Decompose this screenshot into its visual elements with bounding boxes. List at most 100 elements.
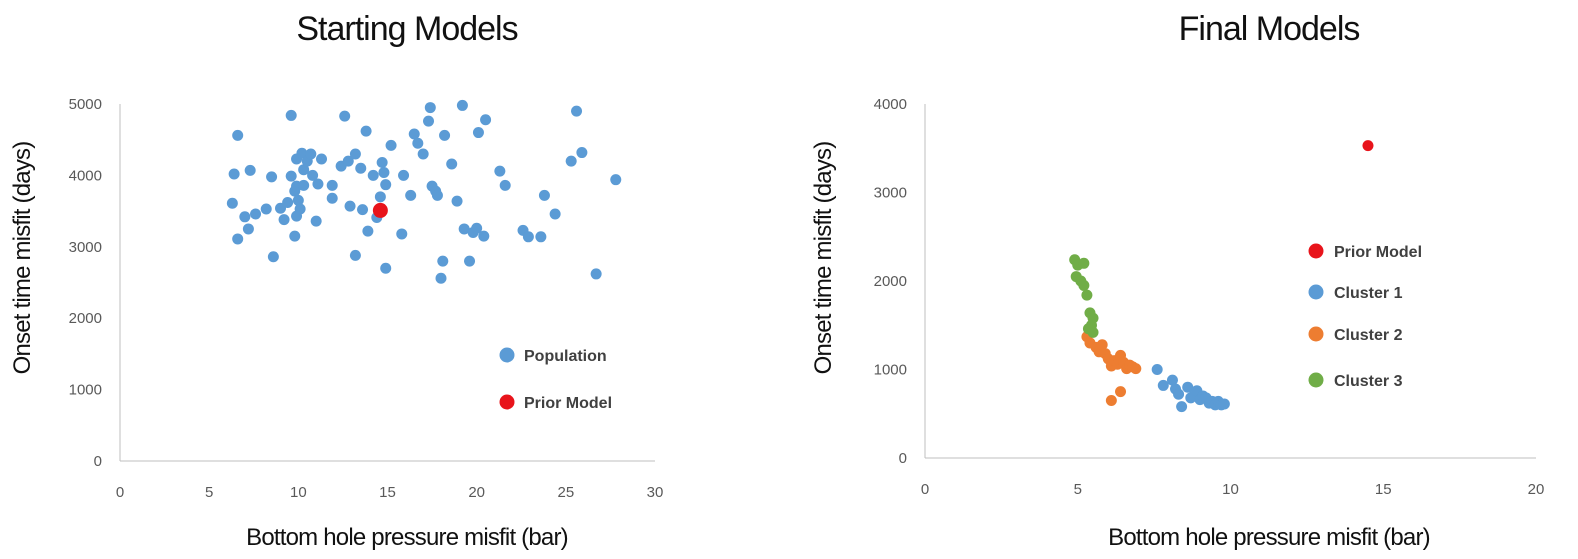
point-population (267, 251, 279, 263)
point-population (232, 233, 244, 245)
point-population (260, 203, 272, 215)
point-population (431, 189, 443, 201)
point-population (242, 223, 254, 235)
point-population (590, 268, 602, 280)
y-tick-labels: 0 1000 2000 3000 4000 5000 (69, 96, 102, 470)
point-population (380, 262, 392, 274)
point-population (471, 222, 483, 234)
point-population (423, 115, 435, 127)
legend-label-population: Population (524, 348, 607, 365)
point-population (296, 147, 308, 159)
point-population (610, 174, 622, 186)
point-population (289, 230, 301, 242)
point-population (378, 167, 390, 179)
point-population (451, 195, 463, 207)
final-models-panel: Final Models 0 1000 2000 3000 4000 0 5 10 15 20 … (789, 0, 1578, 559)
x-tick-label: 20 (1528, 481, 1545, 498)
chart-title: Final Models (1179, 10, 1360, 48)
point-population (226, 197, 238, 209)
point-population (396, 228, 408, 240)
point-population (326, 192, 338, 204)
y-tick-label: 0 (94, 453, 102, 470)
x-tick-label: 0 (116, 484, 124, 501)
point-population (349, 148, 361, 160)
point-population (310, 215, 322, 227)
point-population (439, 129, 451, 141)
x-tick-label: 10 (290, 484, 307, 501)
point-population (480, 114, 492, 126)
starting-models-chart: Starting Models 0 1000 2000 3000 4000 5000 0 5… (9, 10, 664, 551)
y-tick-label: 4000 (69, 167, 102, 184)
point-population (239, 211, 251, 223)
y-tick-label: 0 (899, 450, 907, 467)
point-population (292, 194, 304, 206)
legend-marker-cluster-2 (1308, 326, 1324, 342)
data-points (1069, 140, 1374, 413)
legend-label-cluster-3: Cluster 3 (1334, 373, 1403, 390)
point-population (367, 169, 379, 181)
point-population (380, 179, 392, 191)
legend-label-cluster-2: Cluster 2 (1334, 327, 1403, 344)
point-population (494, 165, 506, 177)
point-population (285, 170, 297, 182)
point-population (571, 105, 583, 117)
point-population (305, 148, 317, 160)
x-tick-labels: 0 5 10 15 20 25 30 (116, 484, 664, 501)
point-population (316, 153, 328, 165)
x-tick-label: 15 (379, 484, 396, 501)
point-population (282, 197, 294, 209)
point-population (298, 179, 310, 191)
y-axis-label: Onset time misfit (days) (9, 142, 36, 375)
point-population (446, 158, 458, 170)
point-population (307, 169, 319, 181)
point-population (522, 231, 534, 243)
y-tick-label: 1000 (874, 362, 907, 379)
point-prior-model (1362, 140, 1374, 152)
point-cluster-1 (1218, 398, 1230, 410)
point-population (362, 225, 374, 237)
point-population (458, 223, 470, 235)
y-tick-label: 5000 (69, 96, 102, 113)
y-tick-label: 3000 (874, 185, 907, 202)
data-points (226, 99, 622, 284)
point-population (312, 178, 324, 190)
point-cluster-1 (1157, 379, 1169, 391)
y-tick-label: 4000 (874, 96, 907, 113)
point-population (360, 125, 372, 137)
point-cluster-3 (1078, 257, 1090, 269)
y-tick-label: 1000 (69, 382, 102, 399)
point-population (339, 110, 351, 122)
point-cluster-3 (1087, 326, 1099, 338)
point-population (232, 129, 244, 141)
point-population (478, 230, 490, 242)
x-axis-label: Bottom hole pressure misfit (bar) (246, 524, 568, 551)
point-population (499, 179, 511, 191)
point-population (398, 169, 410, 181)
x-tick-label: 5 (1074, 481, 1082, 498)
y-tick-label: 3000 (69, 239, 102, 256)
x-tick-label: 20 (468, 484, 485, 501)
point-population (405, 189, 417, 201)
point-population (285, 109, 297, 121)
legend-marker-population (499, 347, 515, 363)
point-population (549, 208, 561, 220)
legend-label-cluster-1: Cluster 1 (1334, 285, 1403, 302)
point-population (472, 127, 484, 139)
x-tick-label: 0 (921, 481, 929, 498)
legend-marker-cluster-3 (1308, 372, 1324, 388)
x-tick-label: 5 (205, 484, 213, 501)
point-population (385, 139, 397, 151)
point-cluster-3 (1081, 289, 1093, 301)
point-population (244, 164, 256, 176)
x-tick-label: 25 (557, 484, 574, 501)
point-population (342, 155, 354, 167)
point-population (565, 155, 577, 167)
chart-title: Starting Models (296, 10, 517, 48)
legend-marker-cluster-1 (1308, 284, 1324, 300)
x-axis-label: Bottom hole pressure misfit (bar) (1108, 524, 1430, 551)
legend-marker-prior-model (1308, 243, 1324, 259)
point-population (326, 179, 338, 191)
point-prior-model (372, 202, 388, 218)
point-cluster-3 (1078, 279, 1090, 291)
